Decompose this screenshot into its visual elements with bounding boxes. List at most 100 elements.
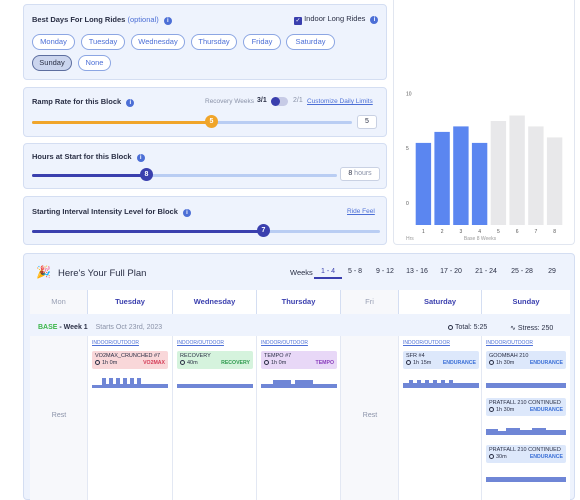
hours-unit: hours [354, 170, 372, 177]
x-tick-label: 6 [516, 229, 519, 235]
intensity-panel: Starting Interval Intensity Level for Bl… [23, 196, 387, 245]
cell-fri: Rest [341, 336, 399, 500]
day-pill-none[interactable]: None [78, 55, 111, 71]
workout-name: RECOVERY [180, 353, 211, 359]
recovery-option-3-1[interactable]: 3/1 [257, 97, 267, 104]
workout-name: VO2MAX_CRUNCHED #7 [95, 353, 161, 359]
clock-icon [489, 407, 494, 412]
workout-name: SFR #4 [406, 353, 425, 359]
hours-fill [32, 174, 146, 177]
day-pill-thursday[interactable]: Thursday [191, 34, 237, 50]
workout-duration: 1h 0m [102, 360, 118, 366]
weeks-range-25-28[interactable]: 25 - 28 [511, 268, 533, 275]
clock-icon [448, 325, 453, 330]
cell-wed: INDOOR/OUTDOOR RECOVERY 40m RECOVERY [173, 336, 257, 500]
workout-profile [92, 378, 168, 388]
ride-feel-link[interactable]: Ride Feel [347, 208, 375, 215]
ramp-rate-value[interactable]: 5 [357, 115, 377, 129]
phase-label: BASE [38, 324, 58, 331]
weeks-range-1-4[interactable]: 1 - 4 [314, 268, 342, 279]
weeks-range-29[interactable]: 29 [548, 268, 556, 275]
workout-name: PRATFALL 210 CONTINUED [489, 447, 561, 453]
workout-card-tue[interactable]: VO2MAX_CRUNCHED #7 1h 0m VO2MAX [92, 351, 168, 369]
info-icon[interactable]: i [182, 209, 191, 217]
category-link[interactable]: INDOOR/OUTDOOR [92, 340, 139, 346]
best-days-title: Best Days For Long Rides (optional) i [32, 15, 172, 25]
bar-week-1 [415, 142, 432, 225]
workout-card-sat[interactable]: SFR #4 1h 15m ENDURANCE [403, 351, 479, 369]
cell-thu: INDOOR/OUTDOOR TEMPO #7 1h 0m TEMPO [257, 336, 341, 500]
x-tick-label: 2 [441, 229, 444, 235]
recovery-toggle[interactable] [271, 97, 288, 106]
category-link[interactable]: INDOOR/OUTDOOR [261, 340, 308, 346]
bar-week-8 [546, 137, 563, 225]
weeks-range-9-12[interactable]: 9 - 12 [376, 268, 394, 275]
intensity-slider-handle[interactable]: 7 [257, 224, 270, 237]
cell-sun: INDOOR/OUTDOOR GOOMBAH 210 1h 30m ENDURA… [482, 336, 570, 500]
y-unit-label: Hrs [406, 236, 414, 242]
x-tick-label: 5 [497, 229, 500, 235]
checkbox-icon[interactable]: ✓ [294, 17, 302, 25]
stress-label: Stress: 250 [517, 325, 554, 332]
workout-card-sun-3[interactable]: PRATFALL 210 CONTINUED 30m ENDURANCE [486, 445, 566, 463]
x-tick-label: 7 [535, 229, 538, 235]
weeks-range-21-24[interactable]: 21 - 24 [475, 268, 497, 275]
x-tick-label: 3 [460, 229, 463, 235]
workout-card-wed[interactable]: RECOVERY 40m RECOVERY [177, 351, 253, 369]
clock-icon [406, 360, 411, 365]
clock-icon [489, 454, 494, 459]
full-plan-panel: 🎉 Here's Your Full Plan Weeks 1 - 4 5 - … [23, 253, 575, 500]
workout-name: GOOMBAH 210 [489, 353, 529, 359]
workout-profile [403, 380, 479, 388]
info-icon[interactable]: i [370, 16, 379, 24]
hours-label: Hours at Start for this Block [32, 152, 132, 161]
weeks-label: Weeks [290, 268, 313, 277]
ramp-rate-panel: Ramp Rate for this Block i Recovery Week… [23, 87, 387, 137]
day-header-wednesday: Wednesday [173, 290, 257, 314]
week-total: Total: 5:25 [448, 324, 487, 331]
category-link[interactable]: INDOOR/OUTDOOR [403, 340, 450, 346]
plan-title: Here's Your Full Plan [58, 268, 147, 279]
workout-card-sun-2[interactable]: PRATFALL 210 CONTINUED 1h 30m ENDURANCE [486, 398, 566, 416]
ramp-rate-slider-handle[interactable]: 5 [205, 115, 218, 128]
intensity-title: Starting Interval Intensity Level for Bl… [32, 207, 191, 217]
hours-value-field[interactable]: 8 hours [340, 167, 380, 181]
day-pill-tuesday[interactable]: Tuesday [81, 34, 125, 50]
party-popper-icon: 🎉 [36, 265, 51, 279]
bar-week-4 [471, 142, 488, 225]
info-icon[interactable]: i [136, 154, 145, 162]
cell-mon: Rest [30, 336, 88, 500]
y-tick-label: 5 [406, 146, 409, 152]
x-tick-label: 8 [553, 229, 556, 235]
week-start-date: Starts Oct 23rd, 2023 [95, 324, 163, 331]
cell-tue: INDOOR/OUTDOOR VO2MAX_CRUNCHED #7 1h 0m … [88, 336, 173, 500]
info-icon[interactable]: i [163, 17, 172, 25]
weeks-range-13-16[interactable]: 13 - 16 [406, 268, 428, 275]
indoor-long-rides[interactable]: ✓ Indoor Long Rides i [294, 14, 379, 25]
workout-card-thu[interactable]: TEMPO #7 1h 0m TEMPO [261, 351, 337, 369]
recovery-option-2-1[interactable]: 2/1 [293, 97, 303, 104]
day-header-mon: Mon [30, 290, 88, 314]
x-tick-label: 1 [422, 229, 425, 235]
info-icon[interactable]: i [126, 99, 135, 107]
day-pill-saturday[interactable]: Saturday [286, 34, 335, 50]
recovery-weeks-label: Recovery Weeks [205, 98, 255, 105]
customize-daily-limits-link[interactable]: Customize Daily Limits [307, 98, 373, 105]
category-link[interactable]: INDOOR/OUTDOOR [486, 340, 533, 346]
weeks-range-5-8[interactable]: 5 - 8 [347, 268, 362, 275]
day-pill-friday[interactable]: Friday [243, 34, 281, 50]
hours-slider-handle[interactable]: 8 [140, 168, 153, 181]
day-pill-monday[interactable]: Monday [32, 34, 75, 50]
bar-week-5 [490, 121, 507, 225]
day-header-thursday: Thursday [257, 290, 341, 314]
workout-type: VO2MAX [143, 360, 165, 366]
best-days-label: Best Days For Long Rides [32, 15, 126, 24]
week-label: - Week 1 [59, 324, 88, 331]
hours-track[interactable] [32, 174, 337, 177]
day-pill-sunday[interactable]: Sunday [32, 55, 72, 71]
category-link[interactable]: INDOOR/OUTDOOR [177, 340, 224, 346]
workout-card-sun-1[interactable]: GOOMBAH 210 1h 30m ENDURANCE [486, 351, 566, 369]
day-pill-wednesday[interactable]: Wednesday [131, 34, 185, 50]
weeks-range-17-20[interactable]: 17 - 20 [440, 268, 462, 275]
toggle-knob [271, 97, 280, 106]
